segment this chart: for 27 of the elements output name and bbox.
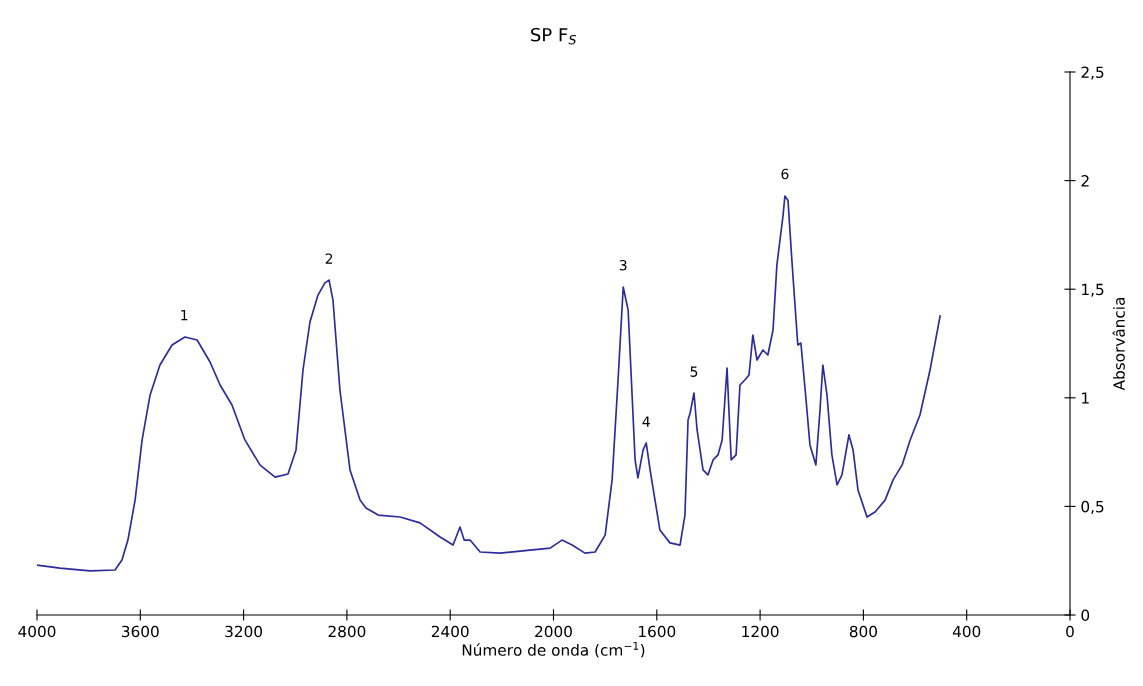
x-tick-label: 2800 xyxy=(328,625,366,638)
x-tick-label: 2000 xyxy=(535,625,572,638)
y-tick-label: 0,5 xyxy=(1081,500,1104,514)
y-tick-label: 0 xyxy=(1081,609,1090,622)
y-tick-label: 1 xyxy=(1082,392,1089,404)
x-tick-label: 3600 xyxy=(122,625,159,638)
y-axis-title: Absorvância xyxy=(1112,297,1125,391)
x-axis-title: Número de onda (cm$^{−1}$) xyxy=(462,641,645,658)
x-tick-label: 3200 xyxy=(225,625,263,638)
y-tick-label: 1,5 xyxy=(1082,283,1104,297)
line-series xyxy=(37,195,941,572)
x-tick-label: 1600 xyxy=(639,625,676,638)
x-tick-label: 2400 xyxy=(431,625,469,638)
y-tick-label: 2,5 xyxy=(1081,66,1104,80)
annotation: 2 xyxy=(325,253,333,264)
x-tick-label: 0 xyxy=(1066,625,1074,638)
annotation: 3 xyxy=(619,259,627,271)
annotation: 4 xyxy=(642,416,650,427)
x-tick-label: 4000 xyxy=(18,625,56,638)
x-tick-label: 1200 xyxy=(742,625,779,638)
annotation: 5 xyxy=(690,366,698,377)
y-tick-label: 2 xyxy=(1081,175,1089,187)
x-tick-label: 400 xyxy=(952,625,981,638)
annotation: 6 xyxy=(781,168,789,180)
chart-title: SP F$_{S}$ xyxy=(531,27,577,45)
annotation: 1 xyxy=(181,310,188,321)
x-tick-label: 800 xyxy=(849,625,877,638)
